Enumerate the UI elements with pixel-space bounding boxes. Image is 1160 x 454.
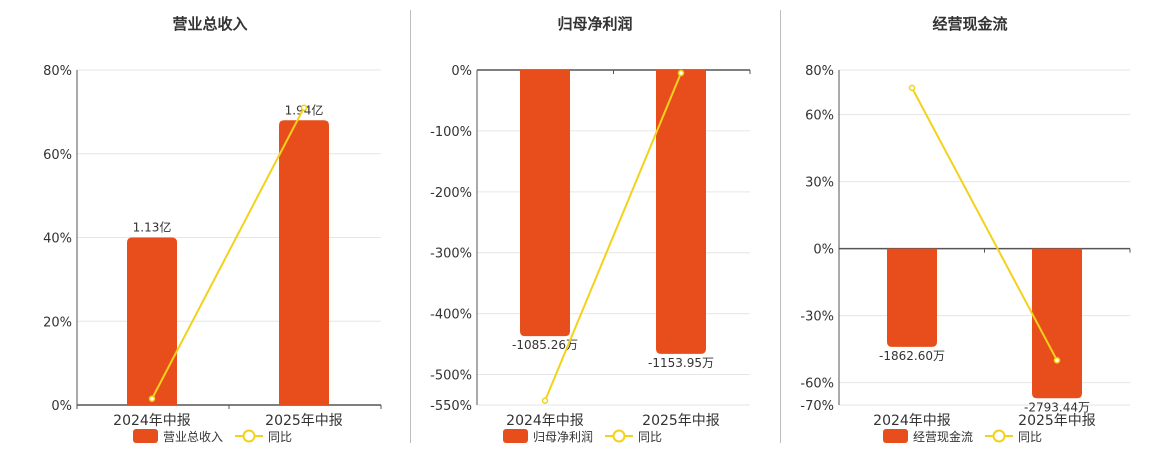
yoy-point xyxy=(908,84,916,92)
y-tick-label: 0% xyxy=(451,64,472,79)
yoy-point xyxy=(148,395,156,402)
legend: 归母净利润 同比 xyxy=(503,429,662,444)
y-tick-label: 30% xyxy=(805,176,834,191)
y-tick-label: 0% xyxy=(813,243,834,258)
x-tick-label: 2024年中报 xyxy=(113,413,191,429)
bar xyxy=(279,120,329,405)
legend-line-marker xyxy=(242,429,256,443)
bar-value-label: -1862.60万 xyxy=(879,349,945,363)
panel-divider xyxy=(410,10,411,443)
legend-line-label: 同比 xyxy=(1018,430,1042,444)
bar xyxy=(520,70,570,337)
cashflow-chart-panel: 经营现金流 80% 60% 30% 0% -30% -60% -70% -1862.60万 -27… xyxy=(780,0,1160,450)
chart-svg: 经营现金流 80% 60% 30% 0% -30% -60% -70% -1862.60万 -27… xyxy=(800,15,1131,444)
y-tick-label: 60% xyxy=(43,148,72,163)
legend-line-marker xyxy=(612,429,626,443)
y-tick-label: 60% xyxy=(805,109,834,124)
y-tick-label: 80% xyxy=(805,64,834,79)
legend-bar-swatch xyxy=(133,429,158,443)
y-tick-label: -400% xyxy=(430,308,472,323)
bar-value-label: -2793.44万 xyxy=(1024,400,1090,414)
y-tick-label: -70% xyxy=(800,399,834,414)
y-tick-label: -300% xyxy=(430,247,472,262)
y-tick-label: -550% xyxy=(430,399,472,414)
panel-divider xyxy=(780,10,781,443)
y-tick-label: -500% xyxy=(430,369,472,384)
net-profit-chart-panel: 归母净利润 0% -100% -200% -300% -400% -500% -550% -10… xyxy=(410,0,780,450)
x-tick-label: 2025年中报 xyxy=(265,413,343,429)
y-tick-label: -100% xyxy=(430,125,472,140)
bar xyxy=(887,248,937,347)
y-tick-label: 40% xyxy=(43,232,72,247)
yoy-point xyxy=(677,69,685,77)
y-tick-label: 0% xyxy=(51,399,72,414)
bar xyxy=(127,237,177,405)
chart-title: 经营现金流 xyxy=(932,15,1007,33)
yoy-line xyxy=(544,72,682,402)
x-tick-label: 2024年中报 xyxy=(506,413,584,429)
chart-svg: 归母净利润 0% -100% -200% -300% -400% -500% -550% -10… xyxy=(430,15,751,444)
legend-bar-swatch xyxy=(503,429,528,443)
x-tick-label: 2025年中报 xyxy=(1018,413,1096,429)
x-tick-label: 2024年中报 xyxy=(873,413,951,429)
yoy-point xyxy=(300,104,308,111)
bar xyxy=(656,70,706,354)
y-tick-label: -60% xyxy=(800,377,834,392)
legend: 营业总收入 同比 xyxy=(133,429,292,444)
legend: 经营现金流 同比 xyxy=(883,429,1042,444)
y-tick-label: -200% xyxy=(430,186,472,201)
chart-title: 归母净利润 xyxy=(557,15,632,33)
legend-line-label: 同比 xyxy=(268,430,292,444)
bar-value-label: -1085.26万 xyxy=(512,338,578,352)
legend-bar-label: 归母净利润 xyxy=(533,430,593,444)
bar-value-label: -1153.95万 xyxy=(648,356,714,370)
yoy-line xyxy=(151,107,305,400)
legend-bar-label: 营业总收入 xyxy=(163,430,223,444)
bar-value-label: 1.13亿 xyxy=(133,220,172,235)
y-tick-label: 80% xyxy=(43,64,72,79)
legend-line-label: 同比 xyxy=(638,430,662,444)
yoy-point xyxy=(1053,357,1061,364)
x-tick-label: 2025年中报 xyxy=(642,413,720,429)
revenue-chart-panel: 营业总收入0%20%40%60%80%1.13亿1.94亿2024年中报2025… xyxy=(0,0,400,450)
legend-bar-label: 经营现金流 xyxy=(913,429,973,444)
bar xyxy=(1032,248,1082,399)
legend-bar-swatch xyxy=(883,429,908,443)
chart-svg: 营业总收入0%20%40%60%80%1.13亿1.94亿2024年中报2025… xyxy=(43,15,382,444)
yoy-point xyxy=(541,397,549,404)
y-tick-label: -30% xyxy=(800,310,834,325)
chart-title: 营业总收入 xyxy=(172,15,247,33)
yoy-line xyxy=(911,87,1058,361)
legend-line-marker xyxy=(992,429,1006,443)
y-tick-label: 20% xyxy=(43,315,72,330)
